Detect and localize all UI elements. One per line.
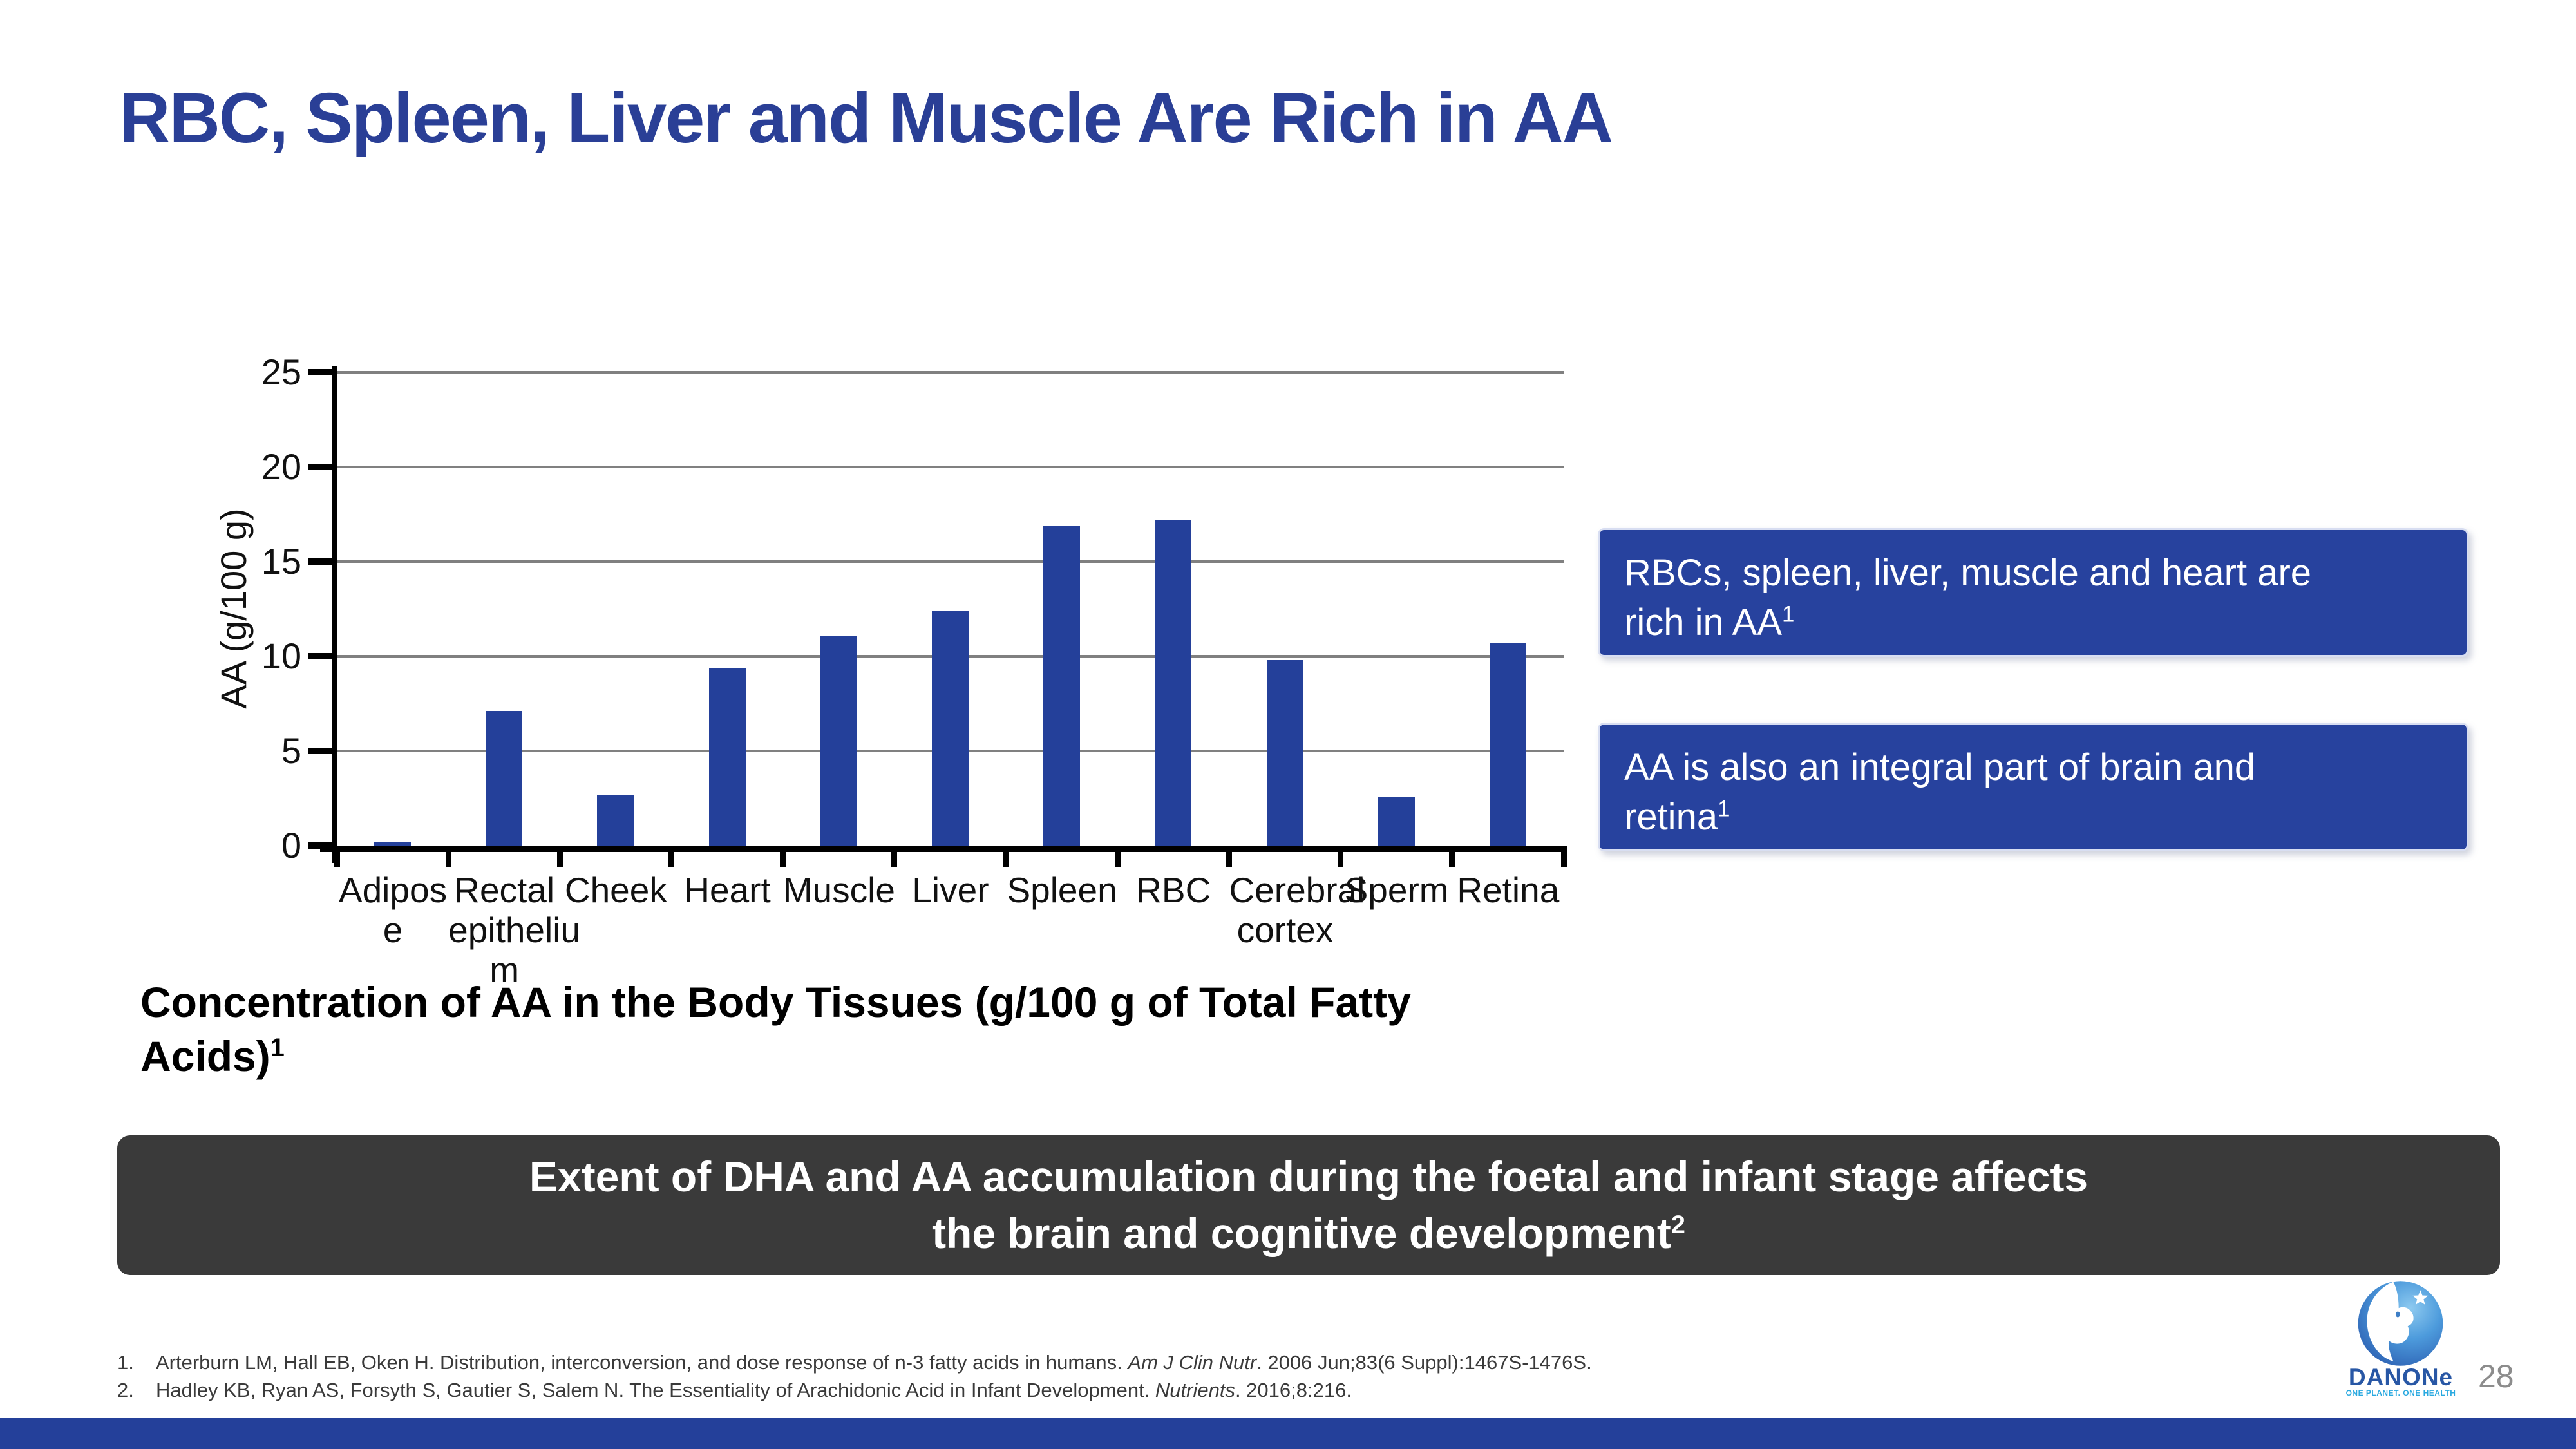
x-axis-tick bbox=[891, 852, 898, 867]
y-tick-label-15: 15 bbox=[261, 541, 301, 582]
y-axis-tick-20 bbox=[308, 464, 332, 470]
banner-superscript: 2 bbox=[1671, 1210, 1685, 1239]
bar-cerebral-cortex bbox=[1266, 659, 1303, 846]
reference-item: 2. Hadley KB, Ryan AS, Forsyth S, Gautie… bbox=[117, 1379, 1592, 1402]
reference-item: 1. Arterburn LM, Hall EB, Oken H. Distri… bbox=[117, 1351, 1592, 1374]
x-label-rectal-epitheliu-m: Rectal epitheliu m bbox=[448, 870, 581, 990]
bar-cheek bbox=[597, 794, 634, 846]
callout-box-brain-retina: AA is also an integral part of brain and… bbox=[1598, 723, 2468, 851]
reference-number: 1. bbox=[117, 1351, 134, 1374]
bar-rectal-epitheliu-m bbox=[486, 711, 523, 846]
x-axis-tick bbox=[1003, 852, 1009, 867]
x-axis-tick bbox=[780, 852, 786, 867]
chart-caption-superscript: 1 bbox=[270, 1033, 285, 1062]
callout-2-superscript: 1 bbox=[1718, 796, 1730, 822]
x-axis-tick bbox=[1114, 852, 1121, 867]
x-axis-tick bbox=[445, 852, 451, 867]
x-axis-tick bbox=[1226, 852, 1232, 867]
bar-heart bbox=[708, 667, 746, 846]
bar-rbc bbox=[1155, 520, 1192, 846]
x-axis-tick bbox=[1338, 852, 1344, 867]
page-number: 28 bbox=[2478, 1358, 2514, 1394]
bar-sperm bbox=[1378, 796, 1415, 846]
danone-logo-icon bbox=[2358, 1281, 2443, 1366]
callout-1-text: RBCs, spleen, liver, muscle and heart ar… bbox=[1624, 552, 2312, 644]
x-label-cerebral-cortex: Cerebral cortex bbox=[1229, 870, 1365, 950]
y-axis-tick-10 bbox=[308, 653, 332, 659]
key-message-banner: Extent of DHA and AA accumulation during… bbox=[117, 1135, 2500, 1275]
gridline-25 bbox=[337, 371, 1564, 374]
callout-box-rbc-rich: RBCs, spleen, liver, muscle and heart ar… bbox=[1598, 528, 2468, 657]
x-axis-line bbox=[320, 846, 1567, 852]
child-face-icon bbox=[2367, 1282, 2414, 1361]
reference-number: 2. bbox=[117, 1379, 134, 1401]
x-label-muscle: Muscle bbox=[782, 870, 895, 910]
danone-brand-text: DANONe bbox=[2348, 1364, 2454, 1390]
chart-caption-text: Concentration of AA in the Body Tissues … bbox=[140, 978, 1411, 1080]
gridline-20 bbox=[337, 466, 1564, 468]
y-axis-tick-25 bbox=[308, 369, 332, 375]
y-axis-tick-0 bbox=[308, 842, 332, 849]
x-label-spleen: Spleen bbox=[1007, 870, 1117, 910]
y-tick-label-10: 10 bbox=[261, 636, 301, 676]
chart-caption: Concentration of AA in the Body Tissues … bbox=[140, 976, 1654, 1084]
bottom-accent-bar bbox=[0, 1418, 2576, 1449]
x-axis-tick bbox=[334, 852, 340, 867]
callout-2-text: AA is also an integral part of brain and… bbox=[1624, 746, 2256, 838]
danone-tagline: ONE PLANET. ONE HEALTH bbox=[2345, 1388, 2456, 1397]
bar-liver bbox=[932, 611, 969, 846]
page-title: RBC, Spleen, Liver and Muscle Are Rich i… bbox=[119, 79, 1613, 158]
y-tick-label-0: 0 bbox=[281, 825, 301, 866]
eye-icon bbox=[2395, 1311, 2400, 1318]
banner-line-1: Extent of DHA and AA accumulation during… bbox=[529, 1153, 2088, 1201]
bar-spleen bbox=[1043, 526, 1081, 846]
x-axis-tick bbox=[668, 852, 675, 867]
y-axis-line bbox=[332, 366, 337, 863]
x-axis-tick bbox=[556, 852, 563, 867]
chart-plot-area: 0 5 10 15 20 25 Adipos e Rectal epitheliu m Chee… bbox=[261, 352, 1567, 990]
bar-muscle bbox=[820, 635, 857, 846]
banner-line-2: the brain and cognitive development2 bbox=[932, 1209, 1685, 1257]
x-label-liver: Liver bbox=[912, 870, 989, 910]
x-label-adipos-e: Adipos e bbox=[338, 870, 448, 950]
star-icon bbox=[2412, 1290, 2429, 1305]
y-axis-tick-5 bbox=[308, 748, 332, 754]
bar-adipos-e bbox=[374, 842, 412, 846]
x-label-cheek: Cheek bbox=[564, 870, 667, 910]
y-tick-label-20: 20 bbox=[261, 446, 301, 487]
reference-text: Arterburn LM, Hall EB, Oken H. Distribut… bbox=[156, 1351, 1592, 1374]
reference-text: Hadley KB, Ryan AS, Forsyth S, Gautier S… bbox=[156, 1379, 1352, 1401]
x-label-rbc: RBC bbox=[1136, 870, 1211, 910]
y-tick-label-5: 5 bbox=[281, 730, 301, 771]
y-tick-label-25: 25 bbox=[261, 352, 301, 392]
x-axis-tick bbox=[1449, 852, 1455, 867]
x-axis-tick bbox=[1560, 852, 1567, 867]
x-label-sperm: Sperm bbox=[1344, 870, 1449, 910]
x-label-heart: Heart bbox=[684, 870, 771, 910]
x-label-retina: Retina bbox=[1457, 870, 1560, 910]
bar-retina bbox=[1489, 643, 1526, 846]
y-axis-tick-15 bbox=[308, 558, 332, 565]
callout-1-superscript: 1 bbox=[1782, 601, 1795, 627]
gridline-15 bbox=[337, 560, 1564, 563]
reference-list: 1. Arterburn LM, Hall EB, Oken H. Distri… bbox=[117, 1351, 1592, 1406]
